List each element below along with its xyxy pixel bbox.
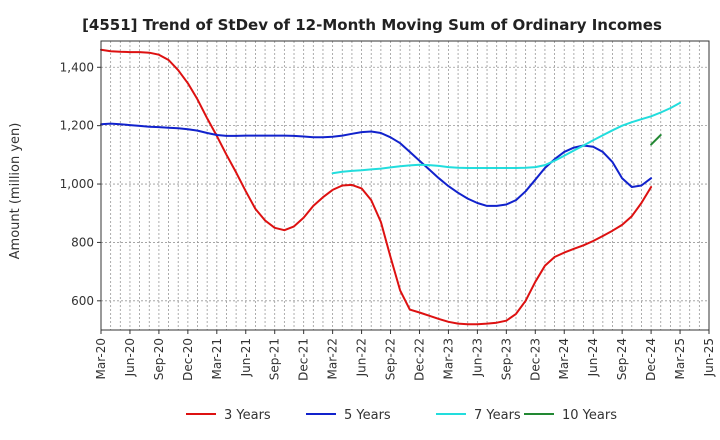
x-tick-label: Jun-20 [123, 338, 137, 377]
x-tick-label: Sep-23 [499, 338, 513, 380]
series-line-3-years [100, 48, 653, 326]
x-tick-label: Sep-24 [615, 338, 629, 380]
series-line-5-years [100, 122, 653, 207]
legend-label-7-years: 7 Years [474, 408, 521, 423]
x-tick-label: Mar-21 [210, 338, 224, 379]
legend-label-3-years: 3 Years [224, 408, 271, 423]
y-tick-label: 1,200 [60, 119, 94, 133]
x-tick-label: Mar-23 [441, 338, 455, 379]
x-tick-label: Dec-22 [412, 338, 426, 381]
x-tick-label: Dec-20 [181, 338, 195, 381]
plot-frame [100, 40, 710, 331]
x-tick-label: Dec-21 [297, 338, 311, 381]
x-tick-label: Jun-21 [239, 338, 253, 377]
x-tick-label: Jun-24 [586, 338, 600, 377]
legend: 3 Years 5 Years 7 Years 10 Years [186, 408, 617, 423]
legend-label-10-years: 10 Years [562, 408, 617, 423]
x-tick-label: Mar-20 [94, 338, 108, 379]
x-tick-layer: Mar-20 Jun-20 Sep-20 Dec-20 Mar-21 Jun-21 Sep-… [94, 330, 716, 381]
y-tick-label: 600 [71, 294, 94, 308]
x-tick-label: Jun-25 [702, 338, 716, 377]
series-layer [100, 48, 681, 326]
x-tick-label: Mar-22 [326, 338, 340, 379]
legend-label-5-years: 5 Years [344, 408, 391, 423]
x-tick-label: Dec-24 [644, 338, 658, 381]
series-line-7-years [331, 101, 681, 175]
grid-layer [101, 41, 709, 330]
x-tick-label: Sep-20 [152, 338, 166, 380]
y-tick-label: 1,400 [60, 60, 94, 74]
series-line-10-years [650, 134, 662, 146]
x-tick-label: Sep-22 [384, 338, 398, 380]
x-tick-label: Jun-22 [355, 338, 369, 377]
y-tick-layer: 600 800 1,000 1,200 1,400 [60, 60, 101, 308]
x-tick-label: Sep-21 [268, 338, 282, 380]
y-tick-label: 1,000 [60, 177, 94, 191]
x-tick-label: Mar-25 [673, 338, 687, 379]
y-tick-label: 800 [71, 235, 94, 249]
x-tick-label: Mar-24 [557, 338, 571, 379]
x-tick-label: Dec-23 [528, 338, 542, 381]
y-axis-label: Amount (million yen) [8, 123, 23, 260]
x-tick-label: Jun-23 [470, 338, 484, 377]
chart-title: [4551] Trend of StDev of 12-Month Moving… [82, 16, 662, 34]
